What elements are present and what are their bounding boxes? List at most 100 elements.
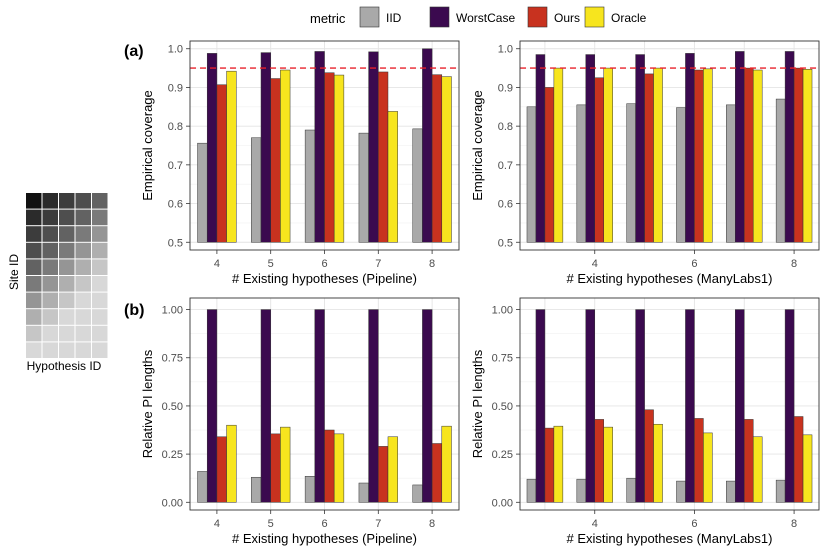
- bar-worstcase: [685, 309, 695, 503]
- bar-oracle: [752, 436, 763, 503]
- heatmap-cell: [42, 342, 58, 358]
- y-tick-label: 1.0: [498, 44, 513, 56]
- x-axis-title: # Existing hypotheses (ManyLabs1): [567, 271, 773, 286]
- bar-iid: [726, 480, 736, 503]
- y-tick-label: 1.00: [492, 305, 513, 317]
- x-tick-label: 7: [375, 258, 381, 270]
- y-tick-label: 1.0: [168, 44, 183, 56]
- heatmap-cell: [59, 309, 75, 325]
- bar-worstcase: [635, 54, 645, 243]
- heatmap-cell: [92, 242, 108, 259]
- y-axis-title: Empirical coverage: [140, 90, 155, 201]
- bar-ours: [694, 69, 704, 243]
- bar-oracle: [553, 425, 564, 503]
- x-tick-label: 6: [691, 518, 697, 530]
- bar-oracle: [653, 423, 663, 503]
- bar-oracle: [280, 69, 291, 243]
- panel-label-b: (b): [124, 302, 144, 319]
- heatmap-cell: [42, 259, 58, 275]
- legend-key-ours: [527, 6, 548, 28]
- heatmap-inset: Site ID Hypothesis ID: [7, 193, 108, 373]
- bar-iid: [775, 479, 786, 503]
- bar-iid: [676, 480, 686, 503]
- y-tick-label: 0.75: [492, 353, 513, 365]
- bar-iid: [251, 476, 262, 503]
- heatmap-cell: [42, 209, 58, 226]
- x-tick-label: 4: [214, 258, 220, 270]
- bar-worstcase: [535, 54, 546, 243]
- bar-iid: [304, 129, 316, 243]
- bar-ours: [644, 409, 654, 503]
- x-tick-label: 8: [791, 258, 797, 270]
- bar-iid: [304, 476, 316, 503]
- x-tick-label: 8: [429, 518, 435, 530]
- bar-iid: [358, 132, 369, 243]
- bar-iid: [526, 478, 537, 503]
- heatmap-cell: [26, 259, 42, 275]
- y-tick-label: 0.8: [168, 121, 183, 133]
- x-tick-label: 8: [429, 258, 435, 270]
- bar-ours: [378, 446, 389, 503]
- bar-iid: [412, 128, 423, 243]
- chart-b-manylabs: 0.00 0.25 0.50 0.75 1.00 4 6 8 # Existing hypoth…: [470, 297, 820, 546]
- heatmap-cell: [26, 276, 42, 292]
- heatmap-cell: [42, 226, 58, 242]
- bar-iid: [197, 142, 208, 243]
- bar-iid: [726, 104, 736, 243]
- x-tick-label: 6: [321, 518, 327, 530]
- y-tick-label: 0.8: [498, 121, 513, 133]
- bar-worstcase: [206, 53, 218, 243]
- bar-ours: [378, 71, 389, 243]
- y-tick-label: 0.5: [168, 237, 183, 249]
- bar-ours: [216, 436, 227, 503]
- bar-oracle: [226, 424, 237, 503]
- bar-worstcase: [368, 51, 379, 243]
- bar-ours: [270, 433, 281, 503]
- heatmap-cell: [92, 325, 108, 342]
- legend-key-iid: [359, 6, 380, 28]
- heatmap-cell: [75, 276, 91, 292]
- heatmap-cell: [59, 342, 75, 358]
- y-tick-label: 0.50: [492, 401, 513, 413]
- y-tick-label: 0.6: [168, 199, 183, 211]
- y-tick-label: 0.6: [498, 199, 513, 211]
- heatmap-cell: [59, 242, 75, 259]
- bar-oracle: [280, 426, 291, 503]
- y-tick-label: 0.00: [492, 497, 513, 509]
- heatmap-cell: [92, 193, 108, 209]
- chart-a-pipeline: 0.5 0.6 0.7 0.8 0.9 1.0 4 5 6 7 8 # Existing hypoth…: [140, 40, 460, 286]
- heatmap-cell: [92, 342, 108, 358]
- heatmap-ylabel: Site ID: [7, 254, 21, 290]
- bar-iid: [576, 104, 587, 243]
- legend-key-worstcase: [429, 6, 450, 28]
- bar-oracle: [802, 69, 813, 243]
- panel-label-a: (a): [124, 43, 144, 60]
- heatmap-cell: [26, 292, 42, 309]
- y-axis-title: Relative PI lengths: [140, 349, 155, 458]
- bar-iid: [775, 98, 786, 243]
- bar-ours: [216, 84, 227, 243]
- y-tick-label: 0.9: [168, 82, 183, 94]
- bar-oracle: [603, 426, 613, 503]
- bar-ours: [594, 419, 604, 503]
- heatmap-cell: [42, 309, 58, 325]
- y-tick-label: 0.5: [498, 237, 513, 249]
- heatmap-cell: [42, 276, 58, 292]
- bar-ours: [324, 429, 335, 503]
- heatmap-cell: [42, 325, 58, 342]
- bar-worstcase: [535, 309, 546, 503]
- heatmap-cell: [42, 193, 58, 209]
- y-tick-label: 0.50: [162, 401, 183, 413]
- bar-oracle: [752, 69, 763, 243]
- bar-iid: [526, 106, 537, 243]
- heatmap-cell: [92, 209, 108, 226]
- bar-oracle: [653, 67, 663, 243]
- bar-oracle: [553, 67, 564, 243]
- bar-worstcase: [260, 52, 271, 243]
- bar-ours: [431, 74, 443, 243]
- heatmap-cell: [75, 309, 91, 325]
- bar-oracle: [802, 434, 813, 503]
- bar-worstcase: [422, 48, 433, 243]
- heatmap-cell: [75, 226, 91, 242]
